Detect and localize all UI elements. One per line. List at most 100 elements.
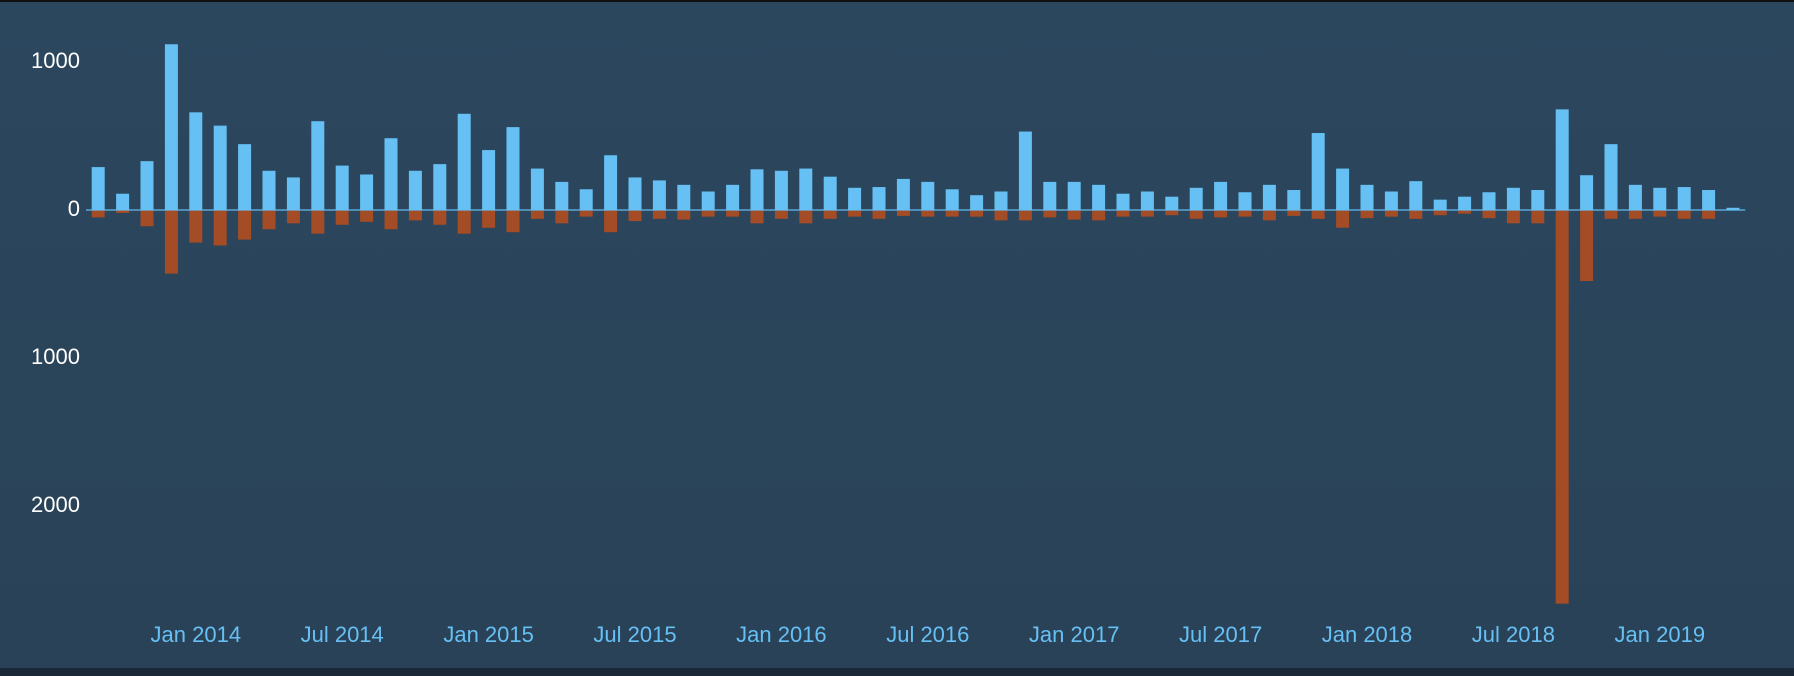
bar xyxy=(1531,210,1545,224)
bar xyxy=(1092,210,1106,221)
bar xyxy=(1506,187,1520,210)
bar xyxy=(116,210,130,213)
x-tick-label: Jan 2019 xyxy=(1615,622,1706,647)
bar xyxy=(335,165,349,210)
bar xyxy=(1458,210,1472,214)
bar xyxy=(1580,175,1594,210)
bar xyxy=(1726,207,1740,210)
bar xyxy=(1336,168,1350,210)
bar xyxy=(555,181,569,210)
bar xyxy=(1482,192,1496,210)
x-tick-label: Jul 2016 xyxy=(886,622,969,647)
bar xyxy=(1238,192,1252,210)
bar xyxy=(1628,184,1642,210)
bar xyxy=(1262,184,1276,210)
bar xyxy=(1360,210,1374,219)
bar xyxy=(164,44,178,210)
bar xyxy=(579,189,593,210)
bar xyxy=(1067,181,1081,210)
bar xyxy=(604,210,618,233)
bar xyxy=(384,138,398,210)
bar xyxy=(1140,210,1154,217)
bar xyxy=(799,210,813,224)
bar xyxy=(286,177,300,210)
bar xyxy=(238,210,252,240)
bar xyxy=(91,167,105,210)
x-tick-label: Jan 2014 xyxy=(151,622,242,647)
bar xyxy=(1702,210,1716,219)
bar xyxy=(213,125,227,210)
bar xyxy=(457,210,471,234)
bar xyxy=(482,150,496,210)
bar xyxy=(604,155,618,210)
bar xyxy=(896,178,910,210)
bar xyxy=(116,193,130,210)
bar xyxy=(213,210,227,246)
bar xyxy=(140,210,154,227)
x-tick-label: Jul 2015 xyxy=(593,622,676,647)
bar xyxy=(1384,210,1398,217)
bar xyxy=(1604,144,1618,210)
bar xyxy=(1262,210,1276,221)
bar xyxy=(1189,187,1203,210)
bar xyxy=(189,112,203,210)
bar xyxy=(1604,210,1618,219)
bar xyxy=(506,127,520,210)
bar xyxy=(579,210,593,217)
bar xyxy=(1018,131,1032,210)
bar xyxy=(238,144,252,210)
bar xyxy=(1702,190,1716,210)
bar xyxy=(1043,181,1057,210)
bar xyxy=(872,210,886,219)
bar xyxy=(652,180,666,210)
bar xyxy=(1433,199,1447,210)
bar xyxy=(872,187,886,210)
bar xyxy=(1677,210,1691,219)
plot: 1000 0 1000 2000 Jan 2014 Jul 2014 Jan 2015 Jul… xyxy=(31,44,1746,647)
bar xyxy=(91,210,105,218)
bar xyxy=(360,210,374,222)
bar xyxy=(1287,190,1301,210)
bar xyxy=(1311,133,1325,210)
bar xyxy=(1018,210,1032,221)
bar xyxy=(555,210,569,224)
bar xyxy=(1653,187,1667,210)
bar xyxy=(677,210,691,220)
bar xyxy=(1555,109,1569,210)
x-tick-label: Jul 2018 xyxy=(1472,622,1555,647)
y-tick-label: 1000 xyxy=(31,48,80,73)
bar xyxy=(1360,184,1374,210)
bar xyxy=(164,210,178,274)
bar xyxy=(774,170,788,210)
y-tick-label: 0 xyxy=(68,196,80,221)
bar xyxy=(1287,210,1301,216)
bar xyxy=(262,210,276,230)
bar xyxy=(1165,210,1179,216)
bar xyxy=(823,210,837,219)
bar xyxy=(1433,210,1447,216)
bar xyxy=(530,210,544,219)
bar xyxy=(482,210,496,228)
bar xyxy=(1506,210,1520,224)
bar xyxy=(750,210,764,224)
bar xyxy=(1531,190,1545,210)
bar xyxy=(1092,184,1106,210)
x-tick-label: Jan 2016 xyxy=(736,622,827,647)
bar xyxy=(1311,210,1325,219)
x-tick-label: Jul 2017 xyxy=(1179,622,1262,647)
bar xyxy=(970,210,984,217)
bar xyxy=(335,210,349,225)
bar xyxy=(1336,210,1350,228)
bar xyxy=(1067,210,1081,220)
bar xyxy=(1165,196,1179,210)
bar xyxy=(1043,210,1057,218)
bar xyxy=(799,168,813,210)
bar xyxy=(1677,187,1691,210)
bar xyxy=(848,210,862,217)
x-tick-label: Jan 2015 xyxy=(443,622,534,647)
bar xyxy=(945,210,959,217)
x-tick-label: Jan 2018 xyxy=(1322,622,1413,647)
bar xyxy=(1555,210,1569,604)
